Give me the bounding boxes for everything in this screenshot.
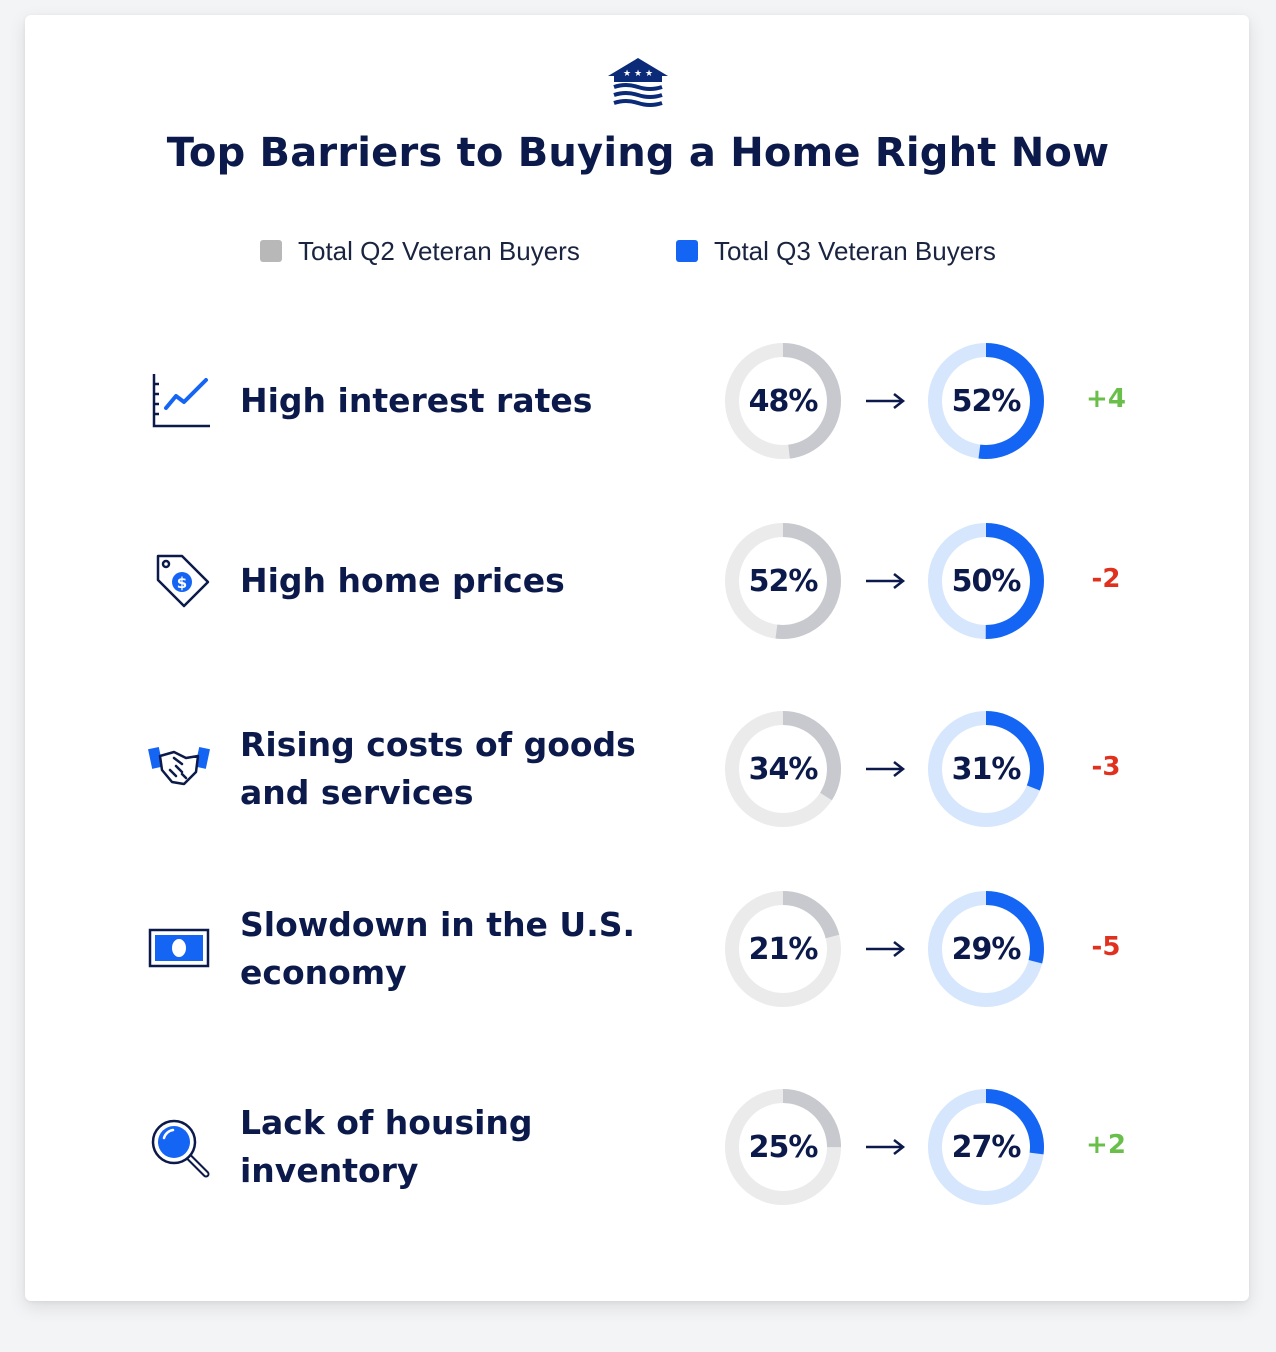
arrow-right-icon: [866, 573, 906, 589]
q2-donut-arc: [725, 523, 841, 639]
q2-donut-arc: [725, 1089, 841, 1205]
q2-donut: 34%: [722, 708, 844, 830]
q3-donut-value: 27%: [951, 1129, 1022, 1165]
q3-donut-arc: [928, 711, 1044, 827]
svg-text:★: ★: [645, 69, 653, 79]
q3-donut: 29%: [925, 888, 1047, 1010]
q2-donut: 52%: [722, 520, 844, 642]
q3-donut: 50%: [925, 520, 1047, 642]
q3-donut-arc: [928, 523, 1044, 639]
change-label: +2: [1086, 1130, 1126, 1160]
line-chart-icon: [152, 374, 210, 428]
q2-donut-arc: [725, 711, 841, 827]
dollar-bill-icon: [148, 928, 210, 968]
chart-title: Top Barriers to Buying a Home Right Now: [166, 130, 1110, 176]
arrow-right-icon: [866, 761, 906, 777]
q3-donut: 52%: [925, 340, 1047, 462]
q3-donut-arc: [928, 891, 1044, 1007]
price-tag-icon: $: [156, 554, 210, 608]
arrow-right-icon: [866, 1139, 906, 1155]
q2-donut-value: 48%: [748, 383, 819, 419]
legend-swatch-q3: [676, 240, 698, 262]
row-label: Slowdown in the U.S. economy: [240, 905, 636, 992]
q2-donut-value: 25%: [748, 1129, 819, 1165]
infographic-card: [25, 15, 1249, 1301]
q2-donut: 21%: [722, 888, 844, 1010]
row-label: Rising costs of goods and services: [240, 725, 636, 812]
row-label: High home prices: [240, 561, 565, 600]
legend-swatch-q2: [260, 240, 282, 262]
legend-item-q3: Total Q3 Veteran Buyers: [676, 233, 996, 269]
q3-donut: 27%: [925, 1086, 1047, 1208]
q3-donut-value: 50%: [951, 563, 1022, 599]
arrow-right-icon: [866, 393, 906, 409]
svg-text:★: ★: [634, 69, 642, 79]
arrow-right-icon: [866, 941, 906, 957]
q2-donut-value: 52%: [748, 563, 819, 599]
row-label: High interest rates: [240, 381, 593, 420]
q3-donut-value: 31%: [951, 751, 1022, 787]
q3-donut-value: 29%: [951, 931, 1022, 967]
handshake-icon: [148, 746, 210, 786]
change-label: -5: [1091, 932, 1121, 962]
row-label: Lack of housing inventory: [240, 1103, 533, 1190]
legend: Total Q2 Veteran Buyers Total Q3 Veteran…: [0, 233, 1276, 273]
house-flag-logo-icon: ★ ★ ★: [608, 58, 668, 107]
q2-donut-arc: [725, 343, 841, 459]
q3-donut-arc: [928, 343, 1044, 459]
change-label: +4: [1086, 384, 1126, 414]
q2-donut: 25%: [722, 1086, 844, 1208]
legend-label-q2: Total Q2 Veteran Buyers: [298, 235, 580, 266]
change-label: -3: [1091, 752, 1121, 782]
svg-text:$: $: [177, 574, 187, 592]
q2-donut: 48%: [722, 340, 844, 462]
svg-text:★: ★: [623, 69, 631, 79]
q3-donut: 31%: [925, 708, 1047, 830]
q2-donut-value: 21%: [748, 931, 819, 967]
legend-label-q3: Total Q3 Veteran Buyers: [714, 235, 996, 266]
q3-donut-arc: [928, 1089, 1044, 1205]
magnifying-glass-icon: [151, 1119, 210, 1178]
q2-donut-arc: [725, 891, 841, 1007]
legend-item-q2: Total Q2 Veteran Buyers: [260, 233, 580, 269]
change-label: -2: [1091, 564, 1121, 594]
q3-donut-value: 52%: [951, 383, 1022, 419]
q2-donut-value: 34%: [748, 751, 819, 787]
